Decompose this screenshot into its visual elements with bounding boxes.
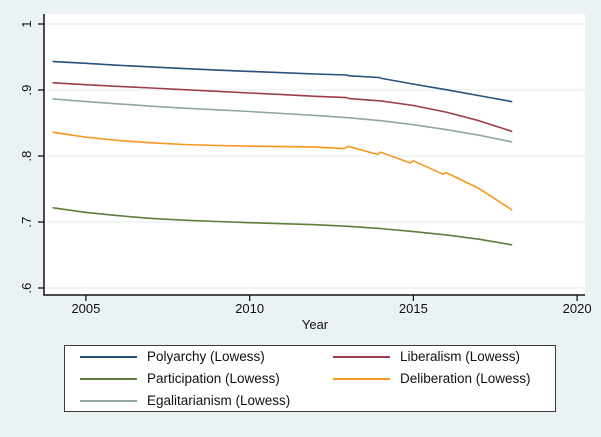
legend: Polyarchy (Lowess) Liberalism (Lowess) P… (64, 345, 556, 412)
series-line-0 (52, 60, 513, 103)
x-tick-label: 2015 (398, 301, 428, 316)
legend-entry-polyarchy: Polyarchy (Lowess) (80, 347, 333, 367)
series-line-2 (52, 207, 513, 246)
legend-label-participation: Participation (Lowess) (147, 371, 280, 386)
y-tick-label: .6 (18, 282, 34, 294)
x-tick-label: 2010 (235, 301, 265, 316)
legend-label-egalitarianism: Egalitarianism (Lowess) (147, 393, 291, 408)
legend-entry-liberalism: Liberalism (Lowess) (333, 347, 555, 367)
series-line-1 (52, 82, 513, 133)
y-tick-label: .9 (18, 84, 34, 96)
y-tick-label: .7 (18, 216, 34, 228)
legend-entry-deliberation: Deliberation (Lowess) (333, 369, 555, 389)
x-tick-label: 2005 (71, 301, 101, 316)
deliberation-line-swatch (333, 377, 390, 380)
x-axis-title: Year (301, 317, 329, 332)
polyarchy-line-swatch (80, 355, 137, 358)
series-line-4 (52, 98, 513, 143)
legend-entry-egalitarianism: Egalitarianism (Lowess) (80, 391, 333, 411)
participation-line-swatch (80, 377, 137, 380)
series-line-3 (52, 131, 513, 211)
y-tick-label: .8 (18, 150, 34, 162)
plot-region (44, 14, 585, 295)
liberalism-line-swatch (333, 355, 390, 358)
legend-label-polyarchy: Polyarchy (Lowess) (147, 349, 265, 364)
legend-label-liberalism: Liberalism (Lowess) (400, 349, 521, 364)
egalitarianism-line-swatch (80, 399, 137, 402)
x-tick-label: 2020 (562, 301, 592, 316)
y-tick-label: 1 (18, 20, 34, 28)
legend-label-deliberation: Deliberation (Lowess) (400, 371, 531, 386)
legend-entry-participation: Participation (Lowess) (80, 369, 333, 389)
